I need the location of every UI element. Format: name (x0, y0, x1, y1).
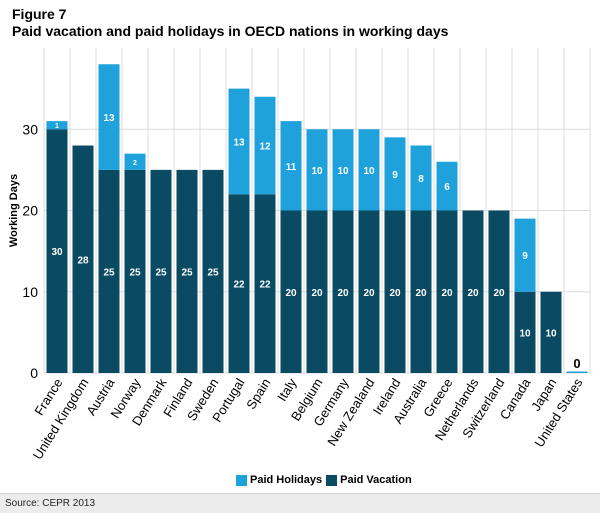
data-label-holidays: 9 (392, 170, 398, 181)
legend-swatch-holidays (236, 474, 247, 486)
bar-paid-vacation (306, 210, 328, 373)
bar-paid-holidays (46, 121, 68, 130)
data-label-vacation: 10 (519, 328, 531, 339)
bar-paid-vacation (410, 210, 432, 373)
y-tick-label: 0 (30, 365, 38, 381)
y-axis-label: Working Days (8, 174, 20, 247)
bar-paid-holidays (280, 121, 302, 211)
data-label-holidays: 13 (103, 113, 115, 124)
data-label-vacation: 22 (259, 280, 271, 291)
bar-paid-holidays (332, 129, 354, 211)
chart-title: Paid vacation and paid holidays in OECD … (12, 23, 449, 39)
bar-paid-holidays (436, 161, 458, 211)
data-label-vacation: 22 (233, 280, 245, 291)
y-tick-label: 30 (22, 121, 38, 137)
x-tick-label: Italy (274, 375, 300, 404)
data-label-vacation: 25 (181, 267, 193, 278)
chart-legend: Paid Holidays Paid Vacation (236, 474, 416, 486)
bar-paid-vacation (254, 194, 276, 373)
bar-paid-vacation (332, 210, 354, 373)
bar-paid-vacation (384, 210, 406, 373)
bar-paid-vacation (176, 169, 198, 373)
data-label-vacation: 20 (493, 288, 505, 299)
bar-paid-holidays (358, 129, 380, 211)
bar-paid-vacation (358, 210, 380, 373)
y-tick-label: 20 (22, 203, 38, 219)
data-label-holidays: 12 (259, 142, 271, 153)
data-label-vacation: 0 (573, 356, 580, 371)
data-label-holidays: 11 (286, 162, 297, 173)
legend-label-holidays: Paid Holidays (250, 474, 323, 486)
bar-paid-vacation (150, 169, 172, 373)
bar-paid-vacation (280, 210, 302, 373)
data-label-vacation: 20 (467, 288, 479, 299)
data-label-holidays: 10 (337, 166, 349, 177)
data-label-vacation: 20 (311, 288, 323, 299)
data-label-vacation: 20 (337, 288, 349, 299)
bar-paid-vacation (488, 210, 510, 373)
data-label-vacation: 25 (155, 267, 167, 278)
bar-paid-vacation (514, 291, 536, 373)
data-label-vacation: 10 (545, 328, 557, 339)
data-label-holidays: 10 (311, 166, 323, 177)
data-label-vacation: 20 (415, 288, 427, 299)
data-label-holidays: 6 (444, 182, 450, 193)
data-label-vacation: 20 (285, 288, 297, 299)
data-label-holidays: 13 (233, 137, 245, 148)
legend-item-vacation: Paid Vacation (326, 474, 412, 486)
bar-paid-vacation (228, 194, 250, 373)
figure-label: Figure 7 (12, 6, 67, 22)
bar-paid-holidays (124, 153, 146, 170)
data-label-holidays: 1 (55, 123, 59, 130)
bar-paid-holidays (98, 64, 120, 170)
y-tick-label: 10 (22, 284, 38, 300)
bar-paid-vacation (566, 371, 588, 373)
bar-paid-holidays (410, 145, 432, 211)
bar-paid-holidays (514, 218, 536, 292)
data-label-vacation: 20 (363, 288, 375, 299)
bar-paid-holidays (228, 88, 250, 195)
bar-paid-holidays (254, 96, 276, 195)
legend-label-vacation: Paid Vacation (340, 474, 412, 486)
data-label-holidays: 9 (522, 251, 528, 262)
data-label-vacation: 25 (129, 267, 141, 278)
source-note: Source: CEPR 2013 (0, 493, 600, 513)
legend-swatch-vacation (326, 474, 338, 486)
bar-paid-vacation (72, 145, 94, 373)
bar-paid-vacation (98, 169, 120, 373)
data-label-holidays: 8 (418, 174, 424, 185)
bar-paid-vacation (124, 169, 146, 373)
data-label-holidays: 10 (363, 166, 375, 177)
bar-paid-holidays (306, 129, 328, 211)
data-label-vacation: 30 (51, 247, 63, 258)
bar-paid-vacation (540, 291, 562, 373)
legend-item-holidays: Paid Holidays (236, 474, 322, 486)
data-label-vacation: 25 (207, 267, 219, 278)
bar-paid-vacation (202, 169, 224, 373)
x-tick-label: Spain (243, 376, 273, 412)
bar-paid-vacation (46, 129, 68, 373)
data-label-vacation: 28 (77, 255, 89, 266)
bar-paid-vacation (436, 210, 458, 373)
data-label-vacation: 25 (103, 267, 115, 278)
data-label-holidays: 2 (133, 160, 137, 167)
data-label-vacation: 20 (441, 288, 453, 299)
bar-paid-holidays (384, 137, 406, 211)
bar-paid-vacation (462, 210, 484, 373)
data-label-vacation: 20 (389, 288, 401, 299)
